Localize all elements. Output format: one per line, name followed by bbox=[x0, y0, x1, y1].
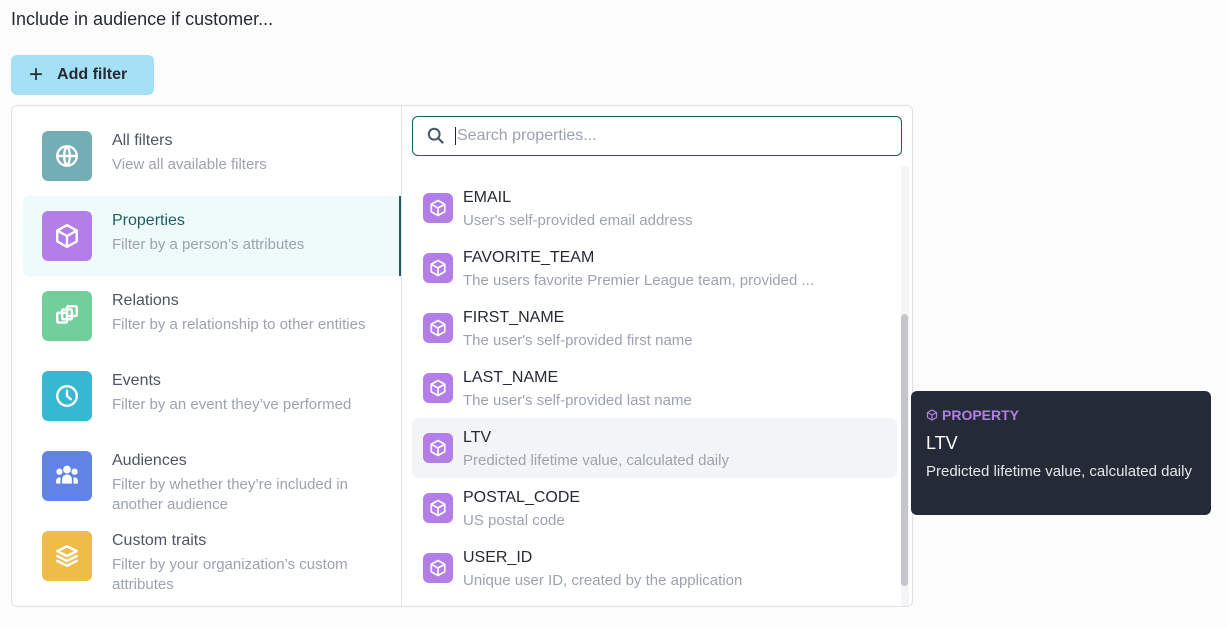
tooltip-name: LTV bbox=[926, 433, 958, 453]
property-item[interactable]: LAST_NAME The user's self-provided last n… bbox=[412, 358, 897, 418]
property-item[interactable]: POSTAL_CODE US postal code bbox=[412, 478, 897, 538]
cube-icon bbox=[430, 199, 446, 217]
category-all-filters[interactable]: All filters View all available filters bbox=[23, 116, 401, 196]
property-icon-wrap bbox=[423, 433, 453, 463]
scrollbar[interactable] bbox=[901, 166, 909, 606]
people-icon bbox=[56, 465, 78, 484]
property-icon-wrap bbox=[423, 193, 453, 223]
property-name: LAST_NAME bbox=[463, 369, 559, 386]
property-desc: The user's self-provided first name bbox=[463, 332, 693, 349]
property-desc: Predicted lifetime value, calculated dai… bbox=[463, 452, 729, 469]
tooltip-kind: PROPERTY bbox=[942, 407, 1020, 423]
search-input[interactable] bbox=[455, 127, 875, 145]
category-title: Relations bbox=[112, 292, 179, 309]
property-desc: Date that the user subscribed bbox=[463, 166, 659, 169]
category-icon bbox=[42, 451, 92, 501]
category-audiences[interactable]: Audiences Filter by whether they’re inclu… bbox=[23, 436, 401, 516]
filter-picker: All filters View all available filters Pro… bbox=[11, 105, 913, 607]
property-item[interactable]: FAVORITE_TEAM The users favorite Premier … bbox=[412, 238, 897, 298]
category-desc: Filter by your organization’s custom att… bbox=[112, 556, 348, 593]
property-name: USER_ID bbox=[463, 549, 533, 566]
cube-icon bbox=[430, 259, 446, 277]
property-desc: US postal code bbox=[463, 512, 565, 529]
category-icon bbox=[42, 211, 92, 261]
add-filter-button[interactable]: + Add filter bbox=[11, 55, 154, 95]
property-item[interactable]: Date that the user subscribed bbox=[412, 166, 897, 178]
property-icon-wrap bbox=[423, 253, 453, 283]
category-title: Audiences bbox=[112, 452, 187, 469]
globe-icon bbox=[56, 145, 78, 167]
property-list: Date that the user subscribed EMAIL User's… bbox=[402, 166, 902, 606]
category-relations[interactable]: Relations Filter by a relationship to oth… bbox=[23, 276, 401, 356]
category-desc: Filter by whether they’re included in an… bbox=[112, 476, 348, 513]
property-desc: User's self-provided email address bbox=[463, 212, 693, 229]
category-title: Events bbox=[112, 372, 161, 389]
property-item[interactable]: EMAIL User's self-provided email address bbox=[412, 178, 897, 238]
category-desc: View all available filters bbox=[112, 156, 267, 173]
cube-icon bbox=[430, 379, 446, 397]
category-desc: Filter by an event they’ve performed bbox=[112, 396, 352, 413]
category-icon bbox=[42, 371, 92, 421]
category-desc: Filter by a relationship to other entiti… bbox=[112, 316, 366, 333]
section-heading: Include in audience if customer... bbox=[11, 9, 274, 29]
cube-icon bbox=[926, 409, 938, 421]
search-box[interactable] bbox=[412, 116, 902, 156]
property-name: EMAIL bbox=[463, 189, 512, 206]
cube-icon bbox=[430, 559, 446, 577]
category-icon bbox=[42, 531, 92, 581]
layers-icon bbox=[56, 545, 78, 567]
property-desc: The user's self-provided last name bbox=[463, 392, 692, 409]
property-icon-wrap bbox=[423, 313, 453, 343]
property-item[interactable]: LTV Predicted lifetime value, calculated … bbox=[412, 418, 897, 478]
cube-icon bbox=[430, 499, 446, 517]
category-custom-traits[interactable]: Custom traits Filter by your organization… bbox=[23, 516, 401, 596]
cube-icon bbox=[430, 439, 446, 457]
category-properties[interactable]: Properties Filter by a person’s attribute… bbox=[23, 196, 401, 276]
scrollbar-thumb[interactable] bbox=[901, 314, 908, 586]
category-icon bbox=[42, 131, 92, 181]
property-desc: The users favorite Premier League team, … bbox=[463, 272, 815, 289]
relations-icon bbox=[56, 305, 78, 324]
add-filter-label: Add filter bbox=[57, 66, 128, 83]
property-icon-wrap bbox=[423, 493, 453, 523]
property-item[interactable]: USER_ID Unique user ID, created by the ap… bbox=[412, 538, 897, 598]
property-name: FIRST_NAME bbox=[463, 309, 565, 326]
property-name: LTV bbox=[463, 429, 492, 446]
category-title: Properties bbox=[112, 212, 185, 229]
property-item[interactable]: FIRST_NAME The user's self-provided first… bbox=[412, 298, 897, 358]
property-name: FAVORITE_TEAM bbox=[463, 249, 595, 266]
cube-icon bbox=[56, 223, 78, 249]
category-list: All filters View all available filters Pro… bbox=[12, 106, 402, 606]
category-icon bbox=[42, 291, 92, 341]
property-name: POSTAL_CODE bbox=[463, 489, 581, 506]
property-icon-wrap bbox=[423, 553, 453, 583]
property-tooltip: PROPERTY LTV Predicted lifetime value, c… bbox=[911, 391, 1211, 515]
clock-icon bbox=[56, 385, 78, 407]
cube-icon bbox=[430, 319, 446, 337]
property-desc: Unique user ID, created by the applicati… bbox=[463, 572, 743, 589]
category-desc: Filter by a person’s attributes bbox=[112, 236, 305, 253]
tooltip-desc: Predicted lifetime value, calculated dai… bbox=[926, 463, 1192, 480]
property-icon-wrap bbox=[423, 373, 453, 403]
search-icon bbox=[427, 127, 444, 144]
plus-icon: + bbox=[29, 61, 44, 88]
category-title: Custom traits bbox=[112, 532, 207, 549]
category-events[interactable]: Events Filter by an event they’ve perform… bbox=[23, 356, 401, 436]
category-title: All filters bbox=[112, 132, 173, 149]
